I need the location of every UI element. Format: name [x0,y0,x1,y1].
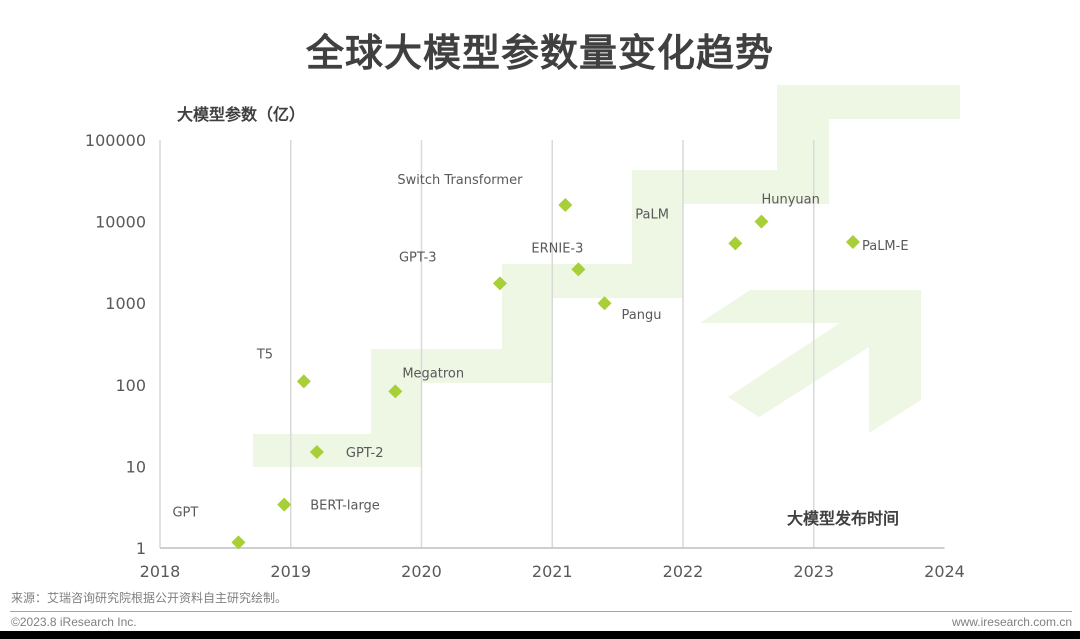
data-point-marker [277,497,292,512]
data-point-marker [754,214,769,229]
x-tick-label: 2020 [401,562,442,581]
x-tick-label: 2021 [532,562,573,581]
data-point-marker [309,445,324,460]
data-point-label: Megatron [402,366,464,381]
data-point-marker [728,236,743,251]
data-point-label: GPT [172,505,198,520]
data-point-label: GPT-3 [399,250,437,265]
data-point-marker [571,262,586,277]
data-point-label: PaLM-E [862,239,909,254]
x-tick-label: 2023 [793,562,834,581]
data-point-label: Hunyuan [761,193,819,208]
data-point-label: PaLM [635,207,669,222]
y-tick-label: 100 [115,376,146,395]
staircase-trend-band [253,85,960,467]
x-tick-label: 2018 [140,562,181,581]
data-point-label: ERNIE-3 [531,241,583,256]
source-note: 来源：艾瑞咨询研究院根据公开资料自主研究绘制。 [11,591,288,605]
x-axis-title: 大模型发布时间 [787,509,900,528]
data-point-label: BERT-large [310,499,380,514]
data-points: GPT BERT-large T5 GPT-2 Megatron GPT-3 Switch … [172,173,909,550]
y-tick-label: 10 [126,457,146,476]
data-point-marker [231,535,246,550]
data-point-marker [296,374,311,389]
chart-title: 全球大模型参数量变化趋势 [305,31,774,75]
y-axis-title: 大模型参数（亿） [177,105,306,124]
x-tick-label: 2024 [924,562,965,581]
footer-divider [10,611,1072,612]
data-point-marker [388,384,403,399]
y-tick-label: 1 [136,539,146,558]
data-point-label: Switch Transformer [397,173,523,188]
data-point-marker [492,276,507,291]
data-point-label: GPT-2 [346,446,384,461]
x-tick-label: 2022 [663,562,704,581]
data-point-label: T5 [256,347,273,362]
data-point-marker [845,235,860,250]
y-tick-label: 100000 [85,131,146,150]
data-point-marker [558,197,573,212]
website-link[interactable]: www.iresearch.com.cn [951,615,1072,629]
y-tick-label: 1000 [105,294,146,313]
copyright: ©2023.8 iResearch Inc. [11,615,137,629]
data-point-marker [597,296,612,311]
axis-ticks: 2018 2019 2020 2021 2022 2023 2024 1 10 100 1000 10… [85,131,965,581]
data-point-label: Pangu [622,308,662,323]
x-tick-label: 2019 [270,562,311,581]
trend-arrow-icon [700,290,921,433]
y-tick-label: 10000 [95,213,146,232]
bottom-bar [0,631,1080,639]
gridlines [159,140,945,549]
